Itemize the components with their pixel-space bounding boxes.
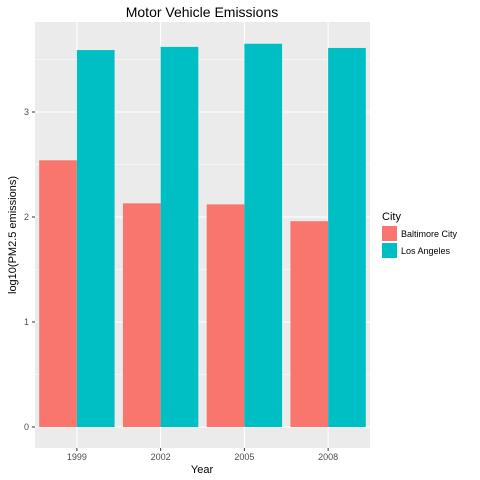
y-tick-label: 1 [24,317,29,327]
bar-baltimore-city-1999 [39,160,77,428]
legend-label-baltimore-city: Baltimore City [401,229,458,239]
bar-baltimore-city-2005 [206,204,245,427]
bar-los-angeles-2002 [160,46,199,428]
legend-label-los-angeles: Los Angeles [401,246,451,256]
chart-title: Motor Vehicle Emissions [126,4,279,20]
legend-key-baltimore-city [382,226,397,241]
legend: City Baltimore City Los Angeles [382,211,458,258]
y-tick-label: 2 [24,212,29,222]
bar-baltimore-city-2008 [290,221,329,427]
y-tick-label: 0 [24,422,29,432]
y-tick-label: 3 [24,107,29,117]
x-tick-label: 2008 [318,452,338,462]
y-axis: 0 1 2 3 [24,107,35,432]
bar-los-angeles-1999 [76,50,115,428]
x-axis: 1999 2002 2005 2008 [67,448,338,462]
legend-title: City [382,211,401,223]
bar-baltimore-city-2002 [122,203,161,427]
legend-items: Baltimore City Los Angeles [382,226,458,258]
bars [39,43,366,428]
bar-los-angeles-2008 [328,47,366,427]
bar-los-angeles-2005 [244,43,283,427]
y-axis-title: log10(PM2.5 emissions) [7,176,19,294]
x-tick-label: 2005 [234,452,254,462]
x-tick-label: 1999 [67,452,87,462]
legend-key-los-angeles [382,243,397,258]
x-axis-title: Year [191,464,214,476]
x-tick-label: 2002 [151,452,171,462]
